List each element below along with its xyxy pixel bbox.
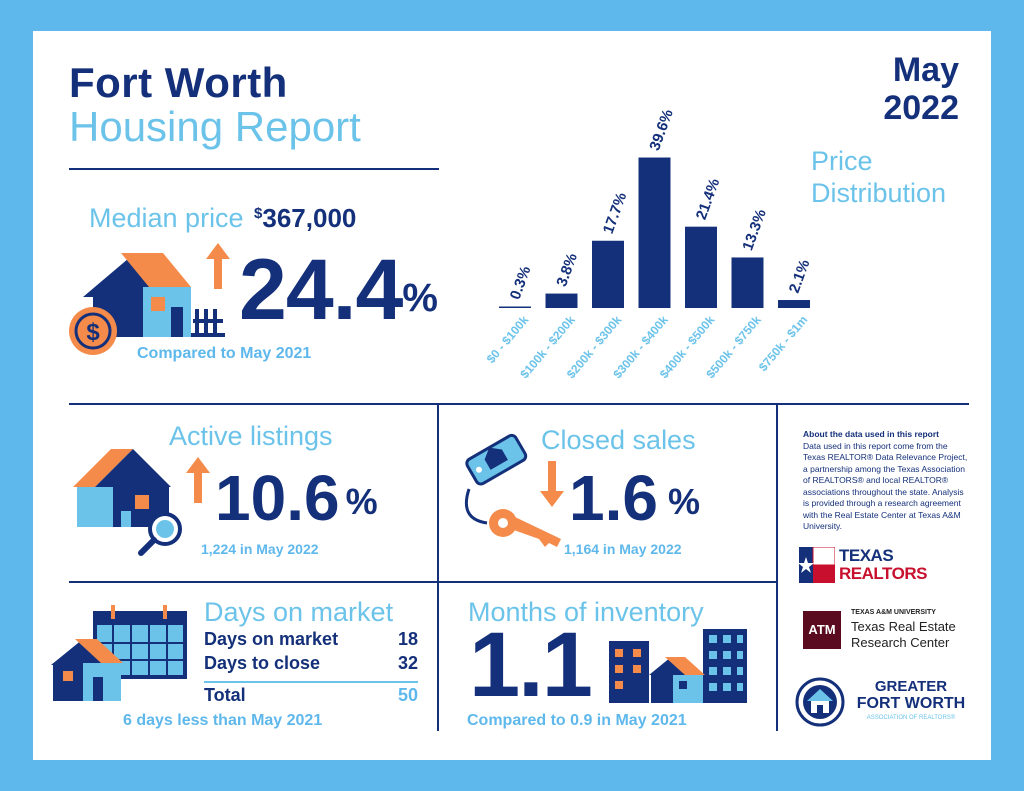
report-month: May: [892, 51, 959, 89]
house-money-icon: $: [69, 253, 225, 355]
category-label-0: $0 - $100k: [484, 313, 532, 366]
closed-sales-change: 1.6%: [569, 463, 700, 533]
bar-0: [499, 306, 531, 308]
median-change-value: 24.4%: [239, 242, 438, 338]
closed-change-percent: %: [667, 481, 700, 522]
months-inventory-value: 1.1: [469, 614, 593, 716]
days-to-close-row: Days to close 32: [204, 653, 418, 674]
bar-3: [638, 157, 671, 308]
about-heading: About the data used in this report: [803, 429, 940, 439]
months-inventory-label: Months of inventory: [468, 597, 704, 627]
key-tag-icon: [464, 433, 561, 547]
median-change-number: 24.4: [239, 242, 403, 338]
tamu-line1: Texas Real Estate: [851, 619, 956, 634]
gfw-logo: GREATER FORT WORTH ASSOCIATION OF REALTO…: [795, 677, 971, 729]
active-change-percent: %: [345, 481, 378, 522]
closed-sales-detail: 1,164 in May 2022: [564, 541, 682, 557]
bar-value-label-0: 0.3%: [507, 264, 535, 302]
price-distribution-title: Price Distribution: [811, 145, 946, 209]
buildings-icon: [609, 629, 747, 703]
title-line1: Fort Worth: [69, 59, 288, 106]
report-card: Fort Worth Housing Report May 2022 Media…: [33, 31, 991, 760]
bar-2: [592, 240, 624, 308]
months-comparison: Compared to 0.9 in May 2021: [467, 712, 687, 729]
median-price-heading: Median price $367,000: [89, 203, 356, 234]
category-label-6: $750k - $1m: [756, 313, 810, 374]
active-up-arrow-icon: [186, 457, 210, 503]
price-distribution-title-line2: Distribution: [811, 178, 947, 208]
days-comparison: 6 days less than May 2021: [123, 712, 323, 729]
median-price-label: Median price: [89, 203, 244, 233]
total-label: Total: [204, 685, 246, 705]
section-divider-vertical-left: [437, 403, 439, 731]
texas-realtors-line2: REALTORS: [839, 564, 927, 583]
gfw-line2: FORT WORTH: [856, 695, 966, 712]
section-divider-vertical-right: [776, 403, 778, 731]
tamu-line2: Research Center: [851, 635, 950, 650]
price-distribution-title-line1: Price: [811, 146, 873, 176]
bar-value-label-3: 39.6%: [646, 107, 677, 153]
title-line2: Housing Report: [69, 103, 361, 150]
active-listings-detail: 1,224 in May 2022: [201, 541, 319, 557]
tamu-small-label: TEXAS A&M UNIVERSITY: [851, 609, 936, 616]
report-date: May 2022: [859, 51, 959, 127]
dom-row-value: 18: [397, 629, 418, 649]
about-body: Data used in this report come from the T…: [803, 440, 968, 532]
closed-sales-label: Closed sales: [541, 425, 696, 455]
total-row: Total 50: [204, 685, 418, 706]
down-arrow-icon: [540, 461, 564, 507]
dom-row-label: Days on market: [204, 629, 339, 649]
days-on-market-row: Days on market 18: [204, 629, 418, 650]
bar-value-label-4: 21.4%: [693, 176, 724, 222]
tamu-mark: ATM: [803, 611, 841, 649]
total-value: 50: [397, 685, 418, 705]
median-currency: $: [254, 205, 263, 222]
bar-value-label-2: 17.7%: [600, 190, 631, 236]
bar-value-label-1: 3.8%: [553, 251, 581, 289]
tamu-logo: ATM TEXAS A&M UNIVERSITY Texas Real Esta…: [803, 609, 973, 653]
median-comparison: Compared to May 2021: [137, 345, 312, 362]
median-price-value: 367,000: [262, 203, 357, 233]
texas-realtors-line1: TEXAS: [839, 546, 894, 565]
calendar-house-icon: [51, 605, 187, 701]
bar-value-label-5: 13.3%: [739, 207, 770, 253]
about-data-text: About the data used in this report Data …: [803, 429, 968, 533]
gfw-emblem-icon: [795, 677, 845, 727]
bar-1: [545, 293, 578, 308]
up-arrow-icon: [206, 243, 230, 289]
bar-value-label-6: 2.1%: [786, 257, 813, 295]
report-year: 2022: [883, 89, 959, 127]
gfw-line1: GREATER: [874, 678, 948, 695]
bar-5: [731, 257, 764, 308]
dtc-row-label: Days to close: [204, 653, 321, 673]
days-on-market-label: Days on market: [204, 597, 394, 627]
active-listings-label: Active listings: [169, 421, 333, 451]
section-divider-middle: [69, 581, 777, 583]
title-underline: [69, 168, 439, 170]
closed-change-number: 1.6: [569, 462, 658, 534]
bar-4: [685, 226, 717, 308]
house-magnifier-icon: [73, 449, 182, 556]
dtc-row-value: 32: [397, 653, 418, 673]
median-change-percent: %: [402, 276, 438, 320]
section-divider-horizontal: [69, 403, 969, 405]
texas-realtors-logo: TEXAS REALTORS: [799, 547, 969, 587]
svg-text:$: $: [86, 319, 100, 346]
total-rule: [204, 681, 418, 683]
active-listings-change: 10.6%: [215, 463, 378, 533]
active-change-number: 10.6: [215, 462, 340, 534]
bar-6: [778, 300, 810, 308]
gfw-line3: ASSOCIATION OF REALTORS®: [866, 715, 956, 721]
texas-flag-icon: [799, 547, 835, 583]
